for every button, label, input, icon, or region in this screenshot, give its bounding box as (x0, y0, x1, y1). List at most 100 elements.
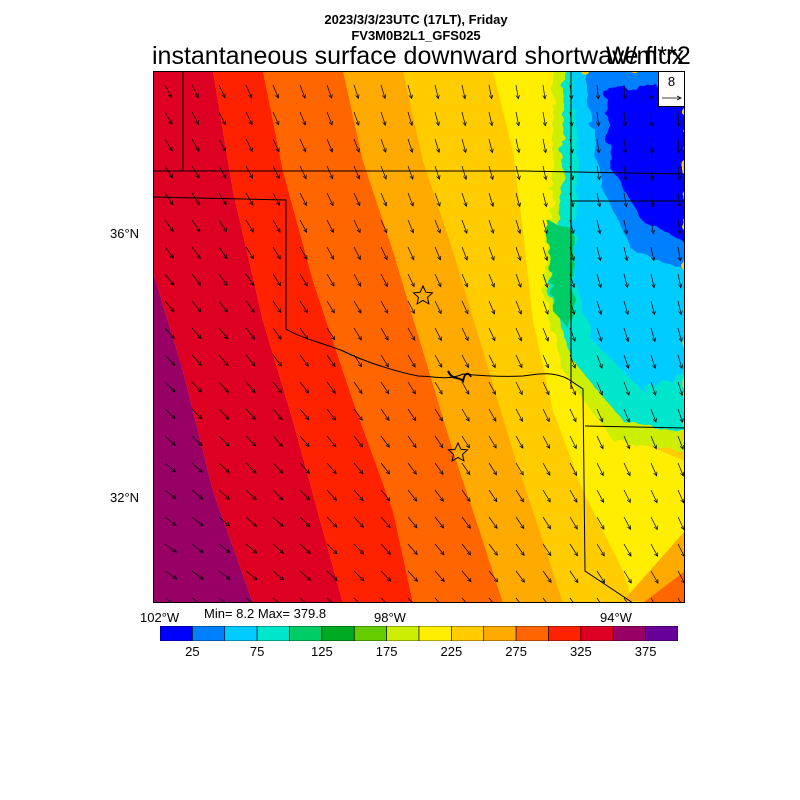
wind-arrow (164, 165, 173, 179)
wind-arrow (164, 138, 173, 152)
wind-arrow (299, 435, 310, 448)
wind-arrow (353, 462, 364, 475)
wind-arrow (488, 597, 494, 603)
flux-color-field (153, 71, 685, 603)
wind-arrow (649, 138, 655, 154)
colorbar-tick-label: 325 (570, 644, 592, 659)
reference-vector-box: 8 (658, 71, 685, 107)
wind-arrow (164, 570, 178, 580)
wind-arrow (272, 543, 285, 554)
wind-arrow (461, 219, 468, 234)
wind-arrow (515, 138, 521, 154)
wind-arrow (407, 219, 415, 234)
wind-arrow (164, 300, 175, 313)
wind-arrow (569, 597, 575, 603)
wind-arrow (542, 516, 551, 530)
wind-arrow (515, 489, 524, 503)
wind-arrow (569, 111, 574, 127)
star-marker (447, 441, 469, 462)
wind-arrow (650, 354, 657, 370)
wind-arrow (649, 84, 654, 100)
site-markers (412, 284, 469, 462)
wind-arrow (676, 165, 682, 181)
wind-arrow (515, 516, 525, 530)
wind-arrow (542, 597, 548, 603)
wind-arrow (353, 354, 363, 368)
wind-arrow (272, 300, 282, 314)
wind-arrow (191, 435, 203, 447)
wind-arrow (434, 327, 442, 342)
wind-arrow (326, 192, 334, 207)
wind-arrow (650, 327, 657, 343)
colorbar-swatch (483, 626, 517, 641)
wind-arrow (650, 381, 657, 396)
wind-arrow (164, 84, 172, 99)
wind-arrow (326, 408, 337, 421)
wind-arrow (569, 246, 575, 262)
colorbar-tick-label: 75 (249, 644, 265, 659)
wind-arrow (596, 597, 601, 603)
wind-arrow (542, 138, 548, 154)
wind-arrow (326, 354, 336, 368)
wind-arrow (461, 543, 472, 556)
wind-arrow (623, 165, 628, 181)
wind-arrow (407, 381, 416, 395)
wind-arrow (326, 165, 334, 180)
wind-arrow (218, 435, 230, 447)
wind-arrow (434, 273, 442, 288)
wind-arrow (191, 273, 201, 286)
wind-arrow (218, 381, 229, 393)
wind-arrow (299, 516, 311, 528)
wind-arrow (380, 327, 389, 341)
wind-arrow (164, 111, 173, 125)
wind-arrow (326, 543, 338, 555)
wind-arrow (299, 408, 310, 421)
wind-arrow (542, 462, 551, 476)
wind-arrow (434, 381, 443, 395)
wind-arrow (650, 165, 655, 181)
wind-arrow (353, 246, 361, 261)
wind-arrow (218, 354, 229, 367)
wind-arrow (677, 327, 683, 343)
wind-arrow (650, 219, 655, 235)
plot-title: instantaneous surface downward shortwave… (152, 42, 685, 70)
wind-arrow (515, 192, 521, 208)
wind-arrow (596, 462, 604, 477)
wind-arrow (326, 273, 335, 287)
wind-arrow (407, 165, 414, 180)
wind-arrow (191, 570, 204, 580)
wind-arrow (272, 84, 280, 99)
wind-arrow (650, 273, 656, 289)
wind-arrow (218, 84, 226, 99)
wind-arrow (569, 570, 579, 584)
wind-arrow (272, 165, 280, 180)
wind-arrow (380, 246, 388, 261)
wind-arrow (595, 84, 601, 100)
wind-arrow (245, 570, 258, 581)
wind-arrow (299, 543, 311, 555)
colorbar-swatch (224, 626, 258, 641)
wind-arrow (623, 138, 628, 154)
wind-arrow (326, 489, 337, 501)
wind-arrow (299, 354, 309, 367)
wind-arrow (623, 597, 628, 603)
wind-arrow (245, 273, 255, 287)
wind-arrow (676, 138, 681, 154)
wind-arrow (596, 219, 602, 235)
wind-arrow (380, 300, 389, 314)
wind-arrow (434, 516, 445, 529)
wind-arrow (515, 381, 523, 396)
wind-arrow (380, 354, 389, 368)
wind-arrow (353, 327, 362, 341)
wind-arrow (191, 111, 199, 126)
shortwave-flux-map (153, 71, 685, 603)
wind-arrow (245, 165, 254, 179)
wind-arrow (596, 381, 603, 396)
wind-arrow (461, 516, 471, 529)
wind-arrow (326, 462, 337, 475)
colorbar-swatch (192, 626, 226, 641)
wind-arrow (461, 435, 470, 449)
wind-arrow (272, 111, 280, 126)
wind-arrow (542, 165, 548, 181)
lon-label-98: 98°W (374, 610, 406, 625)
